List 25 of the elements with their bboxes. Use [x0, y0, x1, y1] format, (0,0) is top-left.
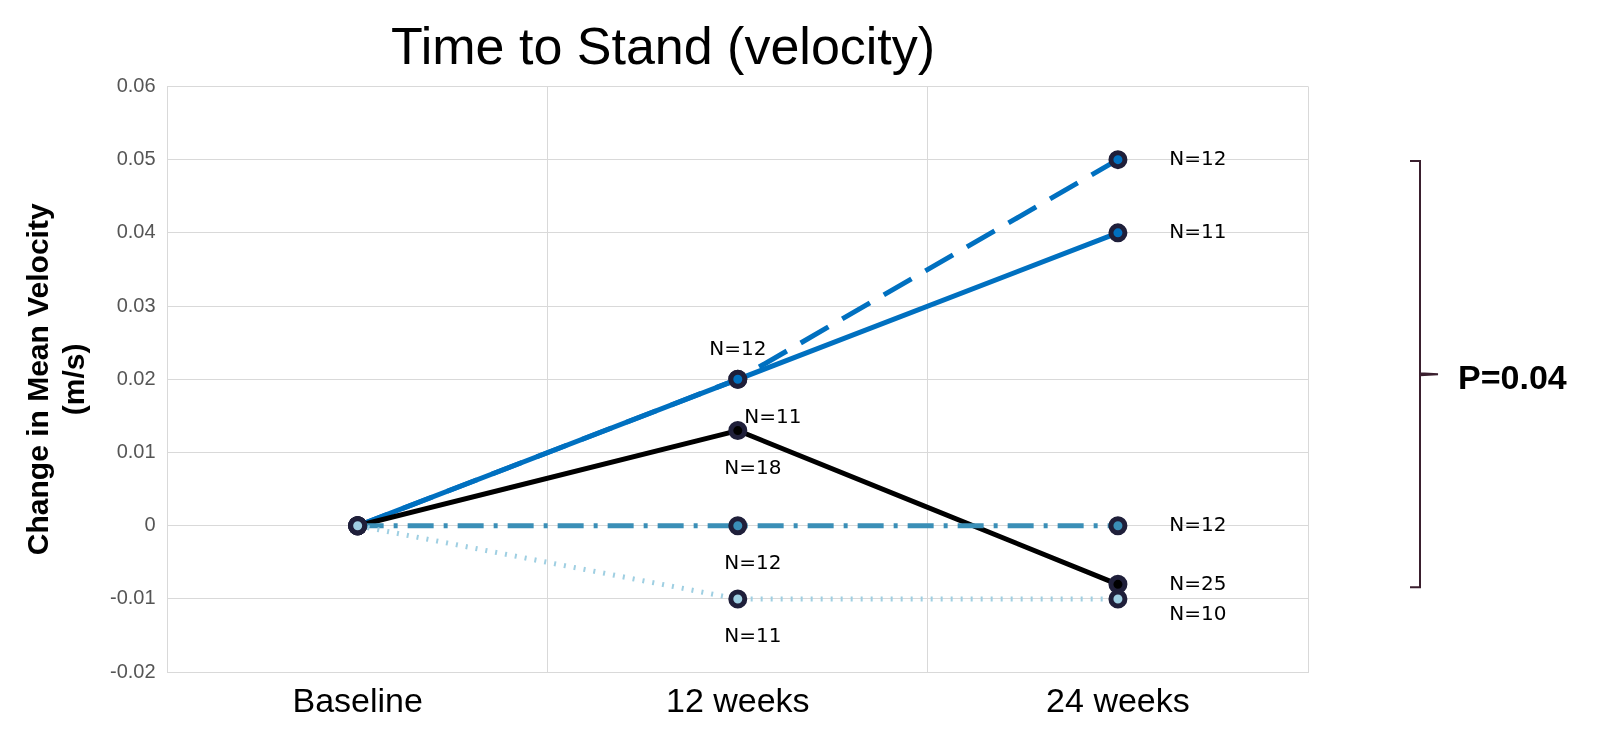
annotation: N=11 [724, 623, 782, 648]
y-tick-label: 0.06 [116, 73, 156, 96]
annotation: N=11 [744, 403, 802, 428]
annotation: N=12 [1169, 511, 1227, 536]
y-tick-label: -0.01 [109, 586, 156, 609]
x-tick-label: 12 weeks [665, 680, 810, 719]
y-axis-title: Change in Mean Velocity (m/s) [21, 203, 91, 556]
y-tick-label: 0 [144, 513, 156, 536]
annotation: N=25 [1169, 570, 1227, 595]
chart-title: Time to Stand (velocity) [390, 16, 936, 75]
y-tick-label: -0.02 [109, 659, 156, 682]
y-tick-label: 0.02 [116, 366, 156, 389]
x-tick-label: 24 weeks [1046, 680, 1190, 719]
y-tick-label: 0.04 [116, 220, 156, 243]
y-tick-label: 0.01 [116, 440, 156, 463]
y-tick-label: 0.03 [116, 293, 156, 316]
text: P=0.04 [1458, 357, 1567, 396]
annotation: N=12 [709, 335, 767, 360]
annotation: N=12 [724, 549, 782, 574]
annotation: N=12 [1169, 145, 1227, 170]
annotation: N=18 [724, 454, 782, 479]
y-tick-label: 0.05 [116, 147, 156, 170]
x-tick-label: Baseline [292, 680, 423, 719]
annotation: N=10 [1169, 600, 1227, 625]
annotation: N=11 [1169, 219, 1227, 244]
